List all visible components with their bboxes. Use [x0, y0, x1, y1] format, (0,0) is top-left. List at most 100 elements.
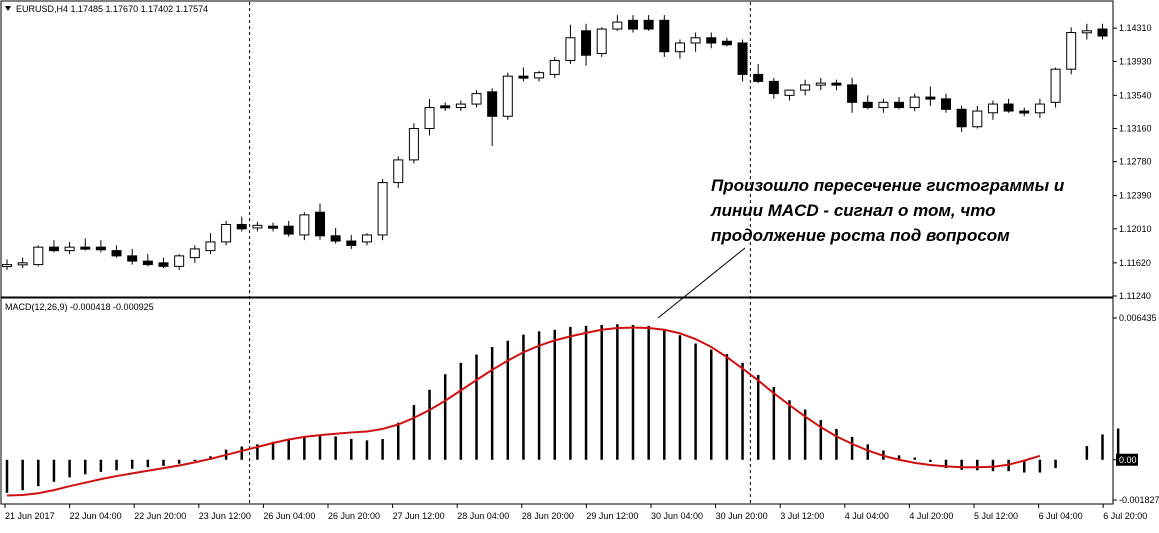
time-tick-label: 30 Jun 20:00: [716, 511, 768, 521]
candle: [268, 222, 279, 232]
bear-candle-body: [111, 250, 122, 257]
price-tick-label: 1.12390: [1119, 191, 1152, 201]
candle: [581, 23, 592, 66]
symbol-header: EURUSD,H4 1.17485 1.17670 1.17402 1.1757…: [16, 4, 208, 14]
bear-candle-body: [48, 246, 59, 252]
candle: [174, 254, 185, 270]
candle: [221, 220, 232, 246]
bull-candle-body: [1034, 103, 1045, 114]
candle: [565, 24, 576, 64]
chart-menu-icon[interactable]: [5, 6, 11, 11]
bear-candle-body: [1019, 110, 1030, 114]
x-axis-ticks: 21 Jun 2017 22 Jun 04:00 22 Jun 20:00 23 Ju…: [4, 504, 1147, 521]
candle: [956, 105, 967, 132]
candle: [252, 221, 263, 232]
bear-candle-body: [721, 40, 732, 46]
bull-candle-body: [549, 59, 560, 75]
bull-candle-body: [33, 246, 44, 266]
candle: [925, 86, 936, 106]
candle: [706, 32, 717, 49]
candle: [674, 39, 685, 59]
time-tick-label: 28 Jun 04:00: [457, 511, 509, 521]
bear-candle-body: [581, 30, 592, 56]
bear-candle-body: [142, 260, 153, 266]
bear-candle-body: [706, 37, 717, 44]
candle: [299, 212, 310, 241]
bear-candle-body: [628, 19, 638, 30]
candle: [1034, 98, 1045, 119]
bear-candle-body: [643, 19, 654, 30]
candle: [346, 234, 357, 249]
macd-pane-frame: [0, 297, 1114, 505]
bear-candle-body: [753, 73, 764, 82]
candle: [487, 88, 498, 146]
bull-candle-body: [987, 103, 998, 114]
candle: [158, 257, 169, 269]
candle: [628, 15, 638, 33]
price-tick-label: 1.14310: [1119, 23, 1152, 33]
bull-candle-body: [612, 21, 623, 30]
candle: [205, 233, 216, 255]
bear-candle-body: [925, 96, 936, 100]
annotation-line-2: линии MACD - сигнал о том, что: [710, 201, 996, 220]
candle: [1019, 107, 1030, 117]
bull-candle-body: [502, 75, 513, 117]
candle: [878, 98, 889, 113]
bull-candle-body: [972, 110, 983, 128]
bull-candle-body: [784, 89, 795, 96]
annotation-line-3: продолжение роста под вопросом: [711, 226, 1010, 245]
bear-candle-body: [831, 82, 842, 86]
candle: [909, 93, 920, 112]
candle: [1097, 23, 1108, 40]
candle: [690, 32, 701, 52]
bull-candle-body: [909, 96, 920, 109]
candle: [330, 227, 341, 244]
time-tick-label: 26 Jun 20:00: [328, 511, 380, 521]
candle: [894, 97, 905, 110]
candle: [643, 15, 654, 31]
bull-candle-body: [205, 241, 216, 252]
bear-candle-body: [268, 225, 279, 229]
bull-candle-body: [815, 82, 826, 86]
time-tick-label: 26 Jun 04:00: [263, 511, 315, 521]
candle: [408, 123, 419, 164]
candle: [471, 90, 482, 108]
candle: [659, 15, 670, 57]
bull-candle-body: [64, 246, 75, 252]
candle: [612, 15, 623, 31]
candle: [455, 100, 466, 112]
candle: [753, 63, 764, 84]
candle: [2, 259, 12, 270]
candle: [847, 77, 858, 113]
bear-candle-body: [487, 91, 498, 117]
price-tick-label: 1.12780: [1119, 157, 1152, 167]
candle: [721, 37, 732, 47]
candle: [768, 77, 779, 99]
macd-zero-marker: [1116, 453, 1138, 466]
candle: [315, 203, 325, 241]
candle: [972, 105, 983, 129]
bear-candle-body: [1097, 28, 1108, 37]
bull-candle-body: [471, 93, 482, 105]
candle: [440, 102, 451, 112]
candle: [189, 245, 200, 263]
bull-candle-body: [674, 42, 685, 53]
candle: [424, 98, 435, 136]
bear-candle-body: [330, 235, 341, 242]
bull-candle-body: [1066, 32, 1077, 70]
bull-candle-body: [361, 234, 372, 243]
bear-candle-body: [95, 246, 106, 251]
bull-candle-body: [174, 255, 185, 267]
price-pane-frame: [0, 0, 1114, 298]
bear-candle-body: [518, 75, 529, 79]
time-tick-label: 30 Jun 04:00: [651, 511, 703, 521]
price-tick-label: 1.11240: [1119, 291, 1151, 301]
bear-candle-body: [440, 105, 451, 109]
annotation-line-1: Произошло пересечение гистограммы и: [711, 176, 1065, 195]
bull-candle-body: [252, 224, 263, 229]
price-tick-label: 1.13160: [1119, 123, 1152, 133]
candle: [800, 79, 811, 96]
bull-candle-body: [2, 264, 12, 268]
bull-candle-body: [299, 214, 310, 236]
